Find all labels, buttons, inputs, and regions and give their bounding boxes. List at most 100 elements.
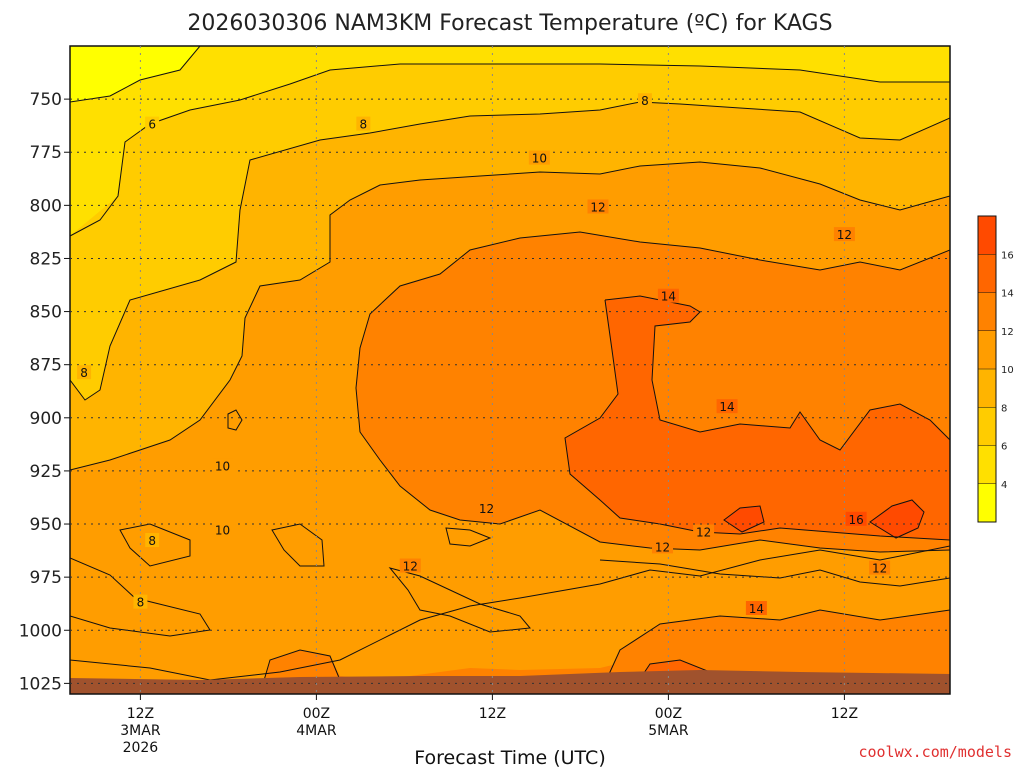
y-tick-label: 875 xyxy=(30,356,62,376)
y-tick-label: 1025 xyxy=(19,674,62,694)
y-tick-label: 975 xyxy=(30,568,62,588)
y-axis: 750 775 800 825 850 875 900 925 950 975 1000 1025 xyxy=(19,90,70,694)
y-tick-label: 850 xyxy=(30,303,62,323)
colorbar-swatch xyxy=(978,407,996,446)
chart-title: 2026030306 NAM3KM Forecast Temperature (… xyxy=(187,11,832,36)
x-axis-label: Forecast Time (UTC) xyxy=(414,747,605,768)
contour-label-bg xyxy=(845,511,867,526)
contour-label-bg xyxy=(716,399,738,414)
contour-label-bg xyxy=(587,199,609,214)
contour-label-bg xyxy=(637,93,652,108)
y-tick-label: 900 xyxy=(30,409,62,429)
y-tick-label: 775 xyxy=(30,143,62,163)
contour-label-bg xyxy=(652,539,674,554)
y-tick-label: 1000 xyxy=(19,621,62,641)
contour-label: 14 xyxy=(719,400,734,414)
contour-8-small xyxy=(119,523,191,567)
contour-16-b xyxy=(869,499,925,539)
contour-10-small xyxy=(227,409,243,431)
contour-label: 12 xyxy=(872,562,887,576)
x-tick-label: 00Z xyxy=(655,706,682,722)
contour-label-bg xyxy=(745,601,767,616)
contour-label-bg xyxy=(145,116,160,131)
contour-label-bg xyxy=(476,501,498,516)
contour-label: 12 xyxy=(479,502,494,516)
y-tick-label: 925 xyxy=(30,462,62,482)
contour-label-bg xyxy=(657,288,679,303)
colorbar-tick-label: 10 xyxy=(1001,365,1014,376)
grid-lines xyxy=(70,46,950,694)
contour-label: 10 xyxy=(532,152,547,166)
band-level-8-top xyxy=(70,46,950,400)
colorbar-tick-label: 14 xyxy=(1001,289,1014,300)
band-level-14-core xyxy=(565,296,950,540)
x-tick-label: 5MAR xyxy=(648,723,689,739)
contour-4 xyxy=(70,46,201,103)
contour-label: 10 xyxy=(215,523,230,537)
contour-label: 12 xyxy=(655,540,670,554)
colorbar-swatch xyxy=(978,369,996,408)
contour-label: 8 xyxy=(80,366,88,380)
x-tick-label: 00Z xyxy=(303,706,330,722)
contour-labels: 6 8 8 10 12 12 14 14 8 10 10 8 8 12 12 12 12 16 12 14 xyxy=(77,93,891,616)
contour-label-bg xyxy=(77,365,92,380)
colorbar-swatch xyxy=(978,292,996,331)
y-tick-label: 950 xyxy=(30,515,62,535)
contour-label: 12 xyxy=(696,526,711,540)
x-tick-label: 2026 xyxy=(123,740,159,756)
colorbar: 4 6 8 10 12 14 16 xyxy=(977,215,1014,523)
contour-label-bg xyxy=(528,150,550,165)
contour-label: 16 xyxy=(848,513,863,527)
x-tick-label: 12Z xyxy=(127,706,154,722)
contour-12-lower xyxy=(70,545,950,681)
contour-label-bg xyxy=(212,458,234,473)
contour-label: 12 xyxy=(403,560,418,574)
contour-label-bg xyxy=(693,524,715,539)
contour-14 xyxy=(604,295,950,451)
contour-label: 8 xyxy=(148,534,156,548)
contour-label-bg xyxy=(356,116,371,131)
contour-label-bg xyxy=(145,533,160,548)
contour-14-b xyxy=(564,299,950,541)
band-level-4 xyxy=(70,46,200,102)
colorbar-swatch xyxy=(978,445,996,484)
x-tick-label: 12Z xyxy=(479,706,506,722)
contour-label: 6 xyxy=(148,118,156,132)
contour-12-pocket-a xyxy=(271,523,325,567)
band-level-16-b xyxy=(870,500,924,538)
credit-link[interactable]: coolwx.com/models xyxy=(858,743,1012,761)
contour-label-bg xyxy=(833,227,855,242)
contour-label-bg xyxy=(212,522,234,537)
contour-label: 14 xyxy=(749,602,764,616)
contour-label: 8 xyxy=(641,94,649,108)
colorbar-tick-label: 16 xyxy=(1001,250,1014,261)
contour-label: 12 xyxy=(590,200,605,214)
contour-label: 8 xyxy=(360,118,368,132)
x-tick-label: 4MAR xyxy=(296,723,337,739)
contour-6 xyxy=(70,63,950,237)
contour-10 xyxy=(70,161,950,471)
colorbar-swatch xyxy=(978,254,996,293)
contour-12-low2 xyxy=(599,559,950,587)
contour-16-a xyxy=(723,505,765,533)
contour-14-surface xyxy=(259,649,341,694)
colorbar-swatch xyxy=(978,483,996,522)
plot-frame xyxy=(69,45,951,695)
contour-label: 10 xyxy=(215,460,230,474)
colorbar-swatch xyxy=(978,330,996,369)
contour-8 xyxy=(70,101,950,401)
colorbar-tick-label: 12 xyxy=(1001,327,1014,338)
colorbar-swatch xyxy=(978,216,996,255)
contour-label: 8 xyxy=(137,596,145,610)
contour-14-lower xyxy=(599,609,950,694)
contour-12-pocket-c xyxy=(445,527,492,547)
colorbar-tick-label: 4 xyxy=(1001,480,1007,491)
contour-label: 12 xyxy=(837,228,852,242)
plot-area xyxy=(70,46,950,694)
contour-label-bg xyxy=(133,594,148,609)
x-tick-label: 12Z xyxy=(831,706,858,722)
colorbar-tick-label: 8 xyxy=(1001,403,1007,414)
y-tick-label: 750 xyxy=(30,90,62,110)
